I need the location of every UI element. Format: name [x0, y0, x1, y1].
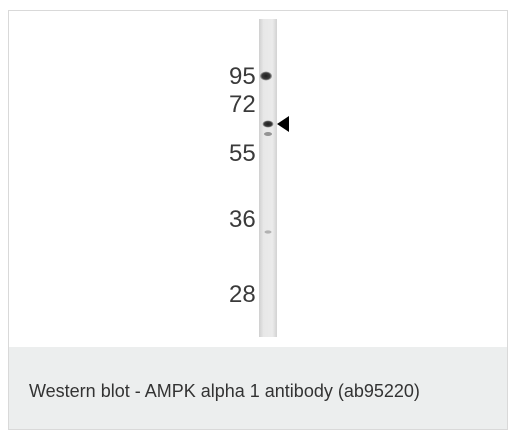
marker-label-28: 28: [229, 281, 256, 308]
western-blot-image: 95 72 55 36 28: [9, 11, 507, 347]
figure-card: 95 72 55 36 28 Western blot - AMPK alpha…: [8, 10, 508, 430]
gel-lane: [259, 19, 277, 337]
marker-label-72: 72: [229, 91, 256, 118]
figure-caption: Western blot - AMPK alpha 1 antibody (ab…: [29, 381, 420, 401]
blot-svg: 95 72 55 36 28: [229, 19, 289, 337]
caption-bar: Western blot - AMPK alpha 1 antibody (ab…: [9, 347, 507, 429]
band-faint-lower: [264, 230, 272, 234]
band-faint-upper: [264, 132, 272, 136]
band-95: [260, 71, 272, 81]
marker-label-55: 55: [229, 140, 256, 167]
marker-label-36: 36: [229, 206, 256, 233]
band-target: [262, 120, 274, 128]
marker-label-95: 95: [229, 63, 256, 90]
arrow-left-icon: [277, 116, 289, 132]
